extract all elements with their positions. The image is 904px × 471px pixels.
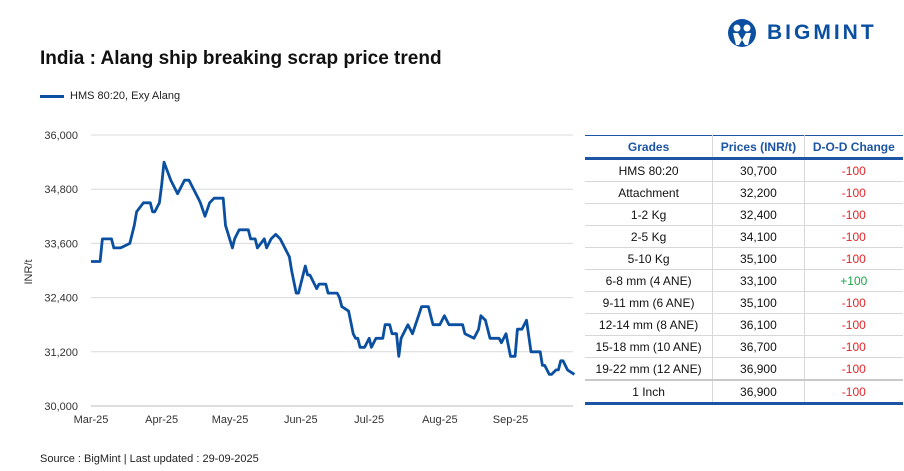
cell-grade: 19-22 mm (12 ANE) — [585, 357, 713, 381]
legend-label: HMS 80:20, Exy Alang — [70, 90, 181, 102]
cell-price: 30,700 — [712, 158, 805, 182]
cell-change: -100 — [803, 379, 903, 404]
cell-change: -100 — [803, 225, 903, 248]
cell-grade: 1 Inch — [585, 379, 713, 404]
table-row: HMS 80:20 30,700 -100 — [585, 158, 903, 182]
price-table: Grades Prices (INR/t) D-O-D Change HMS 80:… — [585, 135, 903, 405]
table-row: 5-10 Kg 35,100 -100 — [585, 247, 903, 270]
column-header: Grades — [585, 135, 713, 160]
y-tick-label: 36,000 — [44, 130, 78, 142]
y-tick-label: 31,200 — [44, 347, 78, 359]
y-axis-ticks: 30,000 31,200 32,400 33,600 34,800 36,000 — [44, 130, 78, 413]
cell-grade: HMS 80:20 — [585, 158, 713, 182]
y-tick-label: 34,800 — [44, 184, 78, 196]
table-header-row: Grades Prices (INR/t) D-O-D Change — [585, 135, 903, 160]
chart-legend: HMS 80:20, Exy Alang — [40, 90, 180, 102]
cell-change: -100 — [803, 357, 903, 381]
x-tick-label: May-25 — [212, 414, 249, 426]
cell-price: 32,400 — [712, 203, 805, 226]
chart-title: India : Alang ship breaking scrap price … — [40, 48, 442, 69]
x-axis-ticks: Mar-25 Apr-25 May-25 Jun-25 Jul-25 Aug-25 Sep-… — [74, 414, 529, 426]
x-tick-label: Mar-25 — [74, 414, 109, 426]
table-row: 6-8 mm (4 ANE) 33,100 +100 — [585, 269, 903, 292]
cell-price: 34,100 — [712, 225, 805, 248]
cell-change: -100 — [803, 158, 903, 182]
cell-price: 35,100 — [712, 291, 805, 314]
cell-grade: 1-2 Kg — [585, 203, 713, 226]
cell-price: 36,900 — [712, 379, 805, 404]
table-row: 9-11 mm (6 ANE) 35,100 -100 — [585, 291, 903, 314]
y-tick-label: 33,600 — [44, 238, 78, 250]
cell-price: 36,700 — [712, 335, 805, 358]
cell-change: -100 — [803, 181, 903, 204]
cell-price: 36,100 — [712, 313, 805, 336]
source-note: Source : BigMint | Last updated : 29-09-… — [40, 453, 259, 465]
cell-change: -100 — [803, 247, 903, 270]
cell-change: -100 — [803, 313, 903, 336]
table-row: Attachment 32,200 -100 — [585, 181, 903, 204]
table-row: 15-18 mm (10 ANE) 36,700 -100 — [585, 335, 903, 358]
legend-swatch — [40, 94, 64, 98]
cell-price: 33,100 — [712, 269, 805, 292]
x-tick-label: Apr-25 — [145, 414, 178, 426]
x-tick-label: Sep-25 — [493, 414, 528, 426]
cell-grade: 5-10 Kg — [585, 247, 713, 270]
table-row: 12-14 mm (8 ANE) 36,100 -100 — [585, 313, 903, 336]
cell-grade: 9-11 mm (6 ANE) — [585, 291, 713, 314]
gridlines — [91, 134, 573, 407]
table-row: 2-5 Kg 34,100 -100 — [585, 225, 903, 248]
cell-change: +100 — [803, 269, 903, 292]
bigmint-logo-icon — [728, 19, 756, 47]
x-tick-label: Jun-25 — [284, 414, 318, 426]
cell-change: -100 — [803, 291, 903, 314]
bigmint-logo: BIGMINT — [727, 18, 877, 48]
cell-grade: 6-8 mm (4 ANE) — [585, 269, 713, 292]
column-header: D-O-D Change — [803, 135, 903, 160]
cell-price: 35,100 — [712, 247, 805, 270]
cell-grade: 2-5 Kg — [585, 225, 713, 248]
cell-price: 36,900 — [712, 357, 805, 381]
series-line-hms-80-20 — [91, 160, 576, 376]
table-row: 19-22 mm (12 ANE) 36,900 -100 — [585, 357, 903, 381]
table-row: 1-2 Kg 32,400 -100 — [585, 203, 903, 226]
logo-wordmark: BIGMINT — [767, 21, 877, 44]
y-tick-label: 30,000 — [44, 401, 78, 413]
cell-change: -100 — [803, 203, 903, 226]
x-tick-label: Aug-25 — [422, 414, 457, 426]
cell-change: -100 — [803, 335, 903, 358]
cell-grade: 12-14 mm (8 ANE) — [585, 313, 713, 336]
line-chart: 30,000 31,200 32,400 33,600 34,800 36,000 Mar… — [23, 130, 576, 426]
cell-grade: 15-18 mm (10 ANE) — [585, 335, 713, 358]
cell-price: 32,200 — [712, 181, 805, 204]
y-axis-label: INR/t — [23, 259, 35, 284]
x-tick-label: Jul-25 — [354, 414, 384, 426]
cell-grade: Attachment — [585, 181, 713, 204]
y-tick-label: 32,400 — [44, 293, 78, 305]
column-header: Prices (INR/t) — [712, 135, 805, 160]
table-row: 1 Inch 36,900 -100 — [585, 379, 903, 404]
